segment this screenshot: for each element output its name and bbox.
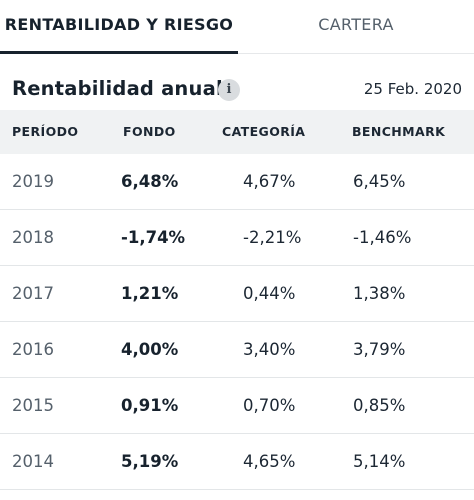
cell-fondo: 6,48% — [121, 172, 179, 191]
table-row: 2015 0,91% 0,70% 0,85% — [0, 378, 474, 434]
tab-rentabilidad-y-riesgo[interactable]: RENTABILIDAD Y RIESGO — [0, 0, 238, 54]
cell-benchmark: -1,46% — [353, 228, 412, 247]
cell-benchmark: 3,79% — [353, 340, 406, 359]
table-row: 2019 6,48% 4,67% 6,45% — [0, 154, 474, 210]
cell-benchmark: 6,45% — [353, 172, 406, 191]
tab-bar: RENTABILIDAD Y RIESGO CARTERA — [0, 0, 474, 54]
cell-benchmark: 0,85% — [353, 396, 406, 415]
cell-categoria: -2,21% — [243, 228, 302, 247]
cell-periodo: 2018 — [12, 228, 54, 247]
table-body: 2019 6,48% 4,67% 6,45% 2018 -1,74% -2,21… — [0, 154, 474, 490]
column-header-periodo: PERÍODO — [12, 124, 79, 139]
table-header: PERÍODO FONDO CATEGORÍA BENCHMARK — [0, 110, 474, 154]
column-header-benchmark: BENCHMARK — [352, 124, 446, 139]
cell-benchmark: 1,38% — [353, 284, 406, 303]
cell-periodo: 2016 — [12, 340, 54, 359]
table-row: 2017 1,21% 0,44% 1,38% — [0, 266, 474, 322]
cell-fondo: 4,00% — [121, 340, 179, 359]
date-label: 25 Feb. 2020 — [363, 80, 462, 98]
table-row: 2014 5,19% 4,65% 5,14% — [0, 434, 474, 490]
cell-fondo: 5,19% — [121, 452, 179, 471]
cell-categoria: 4,65% — [243, 452, 296, 471]
info-icon[interactable]: i — [218, 79, 240, 101]
section-header: Rentabilidad anual i 25 Feb. 2020 — [0, 54, 474, 110]
cell-categoria: 3,40% — [243, 340, 296, 359]
cell-periodo: 2017 — [12, 284, 54, 303]
cell-fondo: 1,21% — [121, 284, 179, 303]
cell-fondo: -1,74% — [121, 228, 186, 247]
column-header-categoria: CATEGORÍA — [222, 124, 306, 139]
table-row: 2018 -1,74% -2,21% -1,46% — [0, 210, 474, 266]
cell-periodo: 2015 — [12, 396, 54, 415]
cell-categoria: 0,44% — [243, 284, 296, 303]
cell-periodo: 2014 — [12, 452, 54, 471]
cell-periodo: 2019 — [12, 172, 54, 191]
column-header-fondo: FONDO — [123, 124, 176, 139]
cell-categoria: 4,67% — [243, 172, 296, 191]
cell-benchmark: 5,14% — [353, 452, 406, 471]
section-title: Rentabilidad anual — [12, 77, 223, 100]
cell-categoria: 0,70% — [243, 396, 296, 415]
tab-cartera[interactable]: CARTERA — [318, 15, 394, 34]
table-row: 2016 4,00% 3,40% 3,79% — [0, 322, 474, 378]
cell-fondo: 0,91% — [121, 396, 179, 415]
